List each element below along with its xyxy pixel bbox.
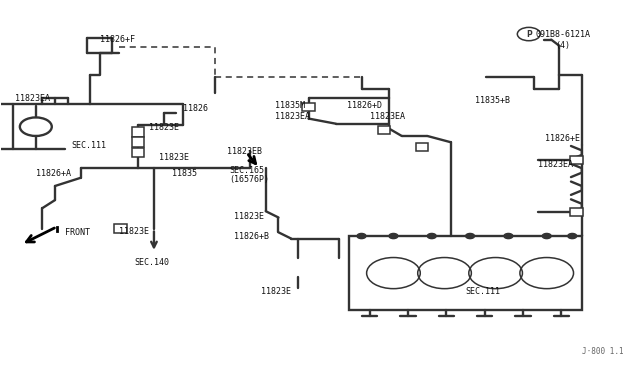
Text: 11826: 11826 — [182, 104, 208, 113]
Text: 11826+E: 11826+E — [545, 134, 580, 143]
FancyBboxPatch shape — [378, 126, 390, 134]
FancyBboxPatch shape — [302, 103, 315, 111]
Text: 11823EA: 11823EA — [15, 94, 50, 103]
FancyBboxPatch shape — [132, 137, 145, 147]
Circle shape — [389, 234, 398, 238]
Text: 091B8-6121A: 091B8-6121A — [536, 30, 591, 39]
Text: SEC.111: SEC.111 — [466, 287, 500, 296]
Circle shape — [428, 234, 436, 238]
Text: (4): (4) — [555, 41, 570, 51]
Text: 11823E: 11823E — [119, 227, 149, 236]
FancyBboxPatch shape — [132, 148, 145, 157]
FancyBboxPatch shape — [115, 224, 127, 233]
Text: 11835+B: 11835+B — [474, 96, 509, 105]
FancyBboxPatch shape — [570, 156, 583, 164]
FancyBboxPatch shape — [417, 143, 428, 151]
Text: 11823E: 11823E — [234, 212, 264, 221]
Text: 11823EA: 11823EA — [538, 160, 573, 169]
Circle shape — [542, 234, 551, 238]
Text: 11835M: 11835M — [275, 101, 305, 110]
Text: 11823E: 11823E — [261, 287, 291, 296]
Text: 11823EA: 11823EA — [370, 112, 405, 121]
Text: P: P — [526, 29, 532, 39]
Text: 11826+D: 11826+D — [348, 101, 383, 110]
FancyBboxPatch shape — [132, 128, 145, 137]
Circle shape — [357, 234, 366, 238]
Text: 11826+F: 11826+F — [100, 35, 134, 44]
Text: J·800 1.1: J·800 1.1 — [582, 347, 623, 356]
Text: 11823EB: 11823EB — [227, 147, 262, 156]
Text: SEC.165: SEC.165 — [229, 166, 264, 175]
Circle shape — [568, 234, 577, 238]
Text: 11823E: 11823E — [149, 123, 179, 132]
FancyBboxPatch shape — [570, 208, 583, 216]
Text: 11823EA: 11823EA — [275, 112, 310, 121]
Text: 11826+A: 11826+A — [36, 169, 71, 177]
FancyBboxPatch shape — [349, 236, 582, 310]
Text: SEC.140: SEC.140 — [135, 258, 170, 267]
Circle shape — [504, 234, 513, 238]
Text: 11823E: 11823E — [159, 153, 189, 161]
Text: 11835: 11835 — [172, 169, 197, 178]
Circle shape — [466, 234, 474, 238]
Text: (16576P): (16576P) — [229, 175, 269, 184]
Text: 11826+B: 11826+B — [234, 231, 269, 241]
Text: FRONT: FRONT — [65, 228, 90, 237]
Text: SEC.111: SEC.111 — [71, 141, 106, 150]
